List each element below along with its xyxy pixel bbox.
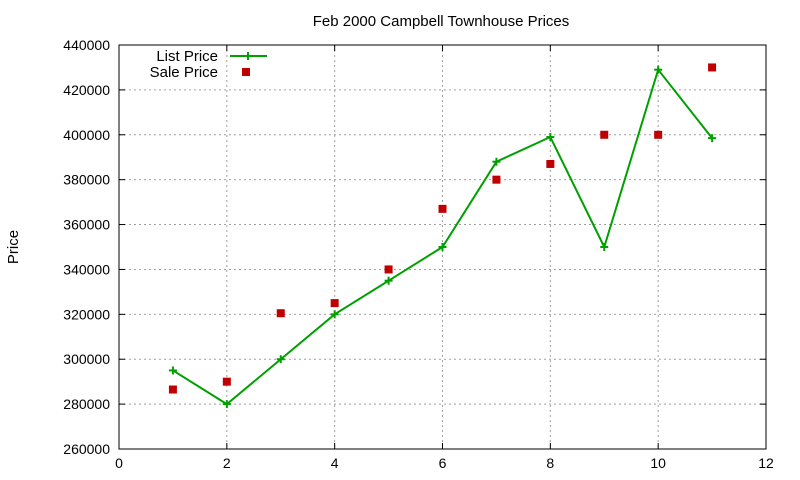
data-point xyxy=(708,134,717,143)
data-point xyxy=(384,276,393,285)
data-point xyxy=(330,299,339,308)
chart-title: Feb 2000 Campbell Townhouse Prices xyxy=(313,13,570,30)
data-point xyxy=(384,265,393,274)
y-tick-label: 380000 xyxy=(63,172,110,188)
y-tick-label: 320000 xyxy=(63,306,110,322)
x-tick-label: 0 xyxy=(115,455,123,471)
data-point xyxy=(222,400,231,409)
x-tick-label: 12 xyxy=(758,455,774,471)
y-tick-label: 300000 xyxy=(63,351,110,367)
x-tick-label: 8 xyxy=(546,455,554,471)
data-point xyxy=(546,159,555,168)
y-tick-label: 340000 xyxy=(63,261,110,277)
data-point xyxy=(654,130,663,139)
x-tick-label: 6 xyxy=(439,455,447,471)
data-point xyxy=(168,385,177,394)
y-axis-label: Price xyxy=(5,230,22,264)
series-list-price xyxy=(168,65,717,409)
x-tick-label: 2 xyxy=(223,455,231,471)
legend-label-list-price: List Price xyxy=(156,48,218,65)
data-point xyxy=(276,309,285,318)
data-point xyxy=(708,63,717,72)
data-point xyxy=(438,204,447,213)
y-tick-label: 440000 xyxy=(63,37,110,53)
data-point xyxy=(600,130,609,139)
data-point xyxy=(168,366,177,375)
data-point xyxy=(276,355,285,364)
data-point xyxy=(438,243,447,251)
legend-label-sale-price: Sale Price xyxy=(150,64,218,81)
y-tick-label: 400000 xyxy=(63,127,110,143)
y-tick-label: 280000 xyxy=(63,396,110,412)
y-tick-label: 420000 xyxy=(63,82,110,98)
data-point xyxy=(492,157,501,166)
legend: List Price Sale Price xyxy=(150,48,267,81)
series-sale-price xyxy=(168,63,717,394)
data-point xyxy=(222,377,231,386)
y-tick-label: 360000 xyxy=(63,217,110,233)
series xyxy=(168,63,717,409)
data-point xyxy=(330,310,339,319)
y-tick-label: 260000 xyxy=(63,441,110,457)
data-point xyxy=(600,243,609,251)
legend-marker-sale-price xyxy=(242,68,250,76)
data-point xyxy=(654,65,663,74)
axis-ticks: 260000 280000 300000 320000 340000 360000 3800… xyxy=(63,37,774,471)
x-tick-label: 4 xyxy=(331,455,339,471)
data-point xyxy=(492,175,501,184)
data-point xyxy=(546,133,555,142)
x-tick-label: 10 xyxy=(650,455,666,471)
legend-marker-list-price xyxy=(244,52,252,60)
